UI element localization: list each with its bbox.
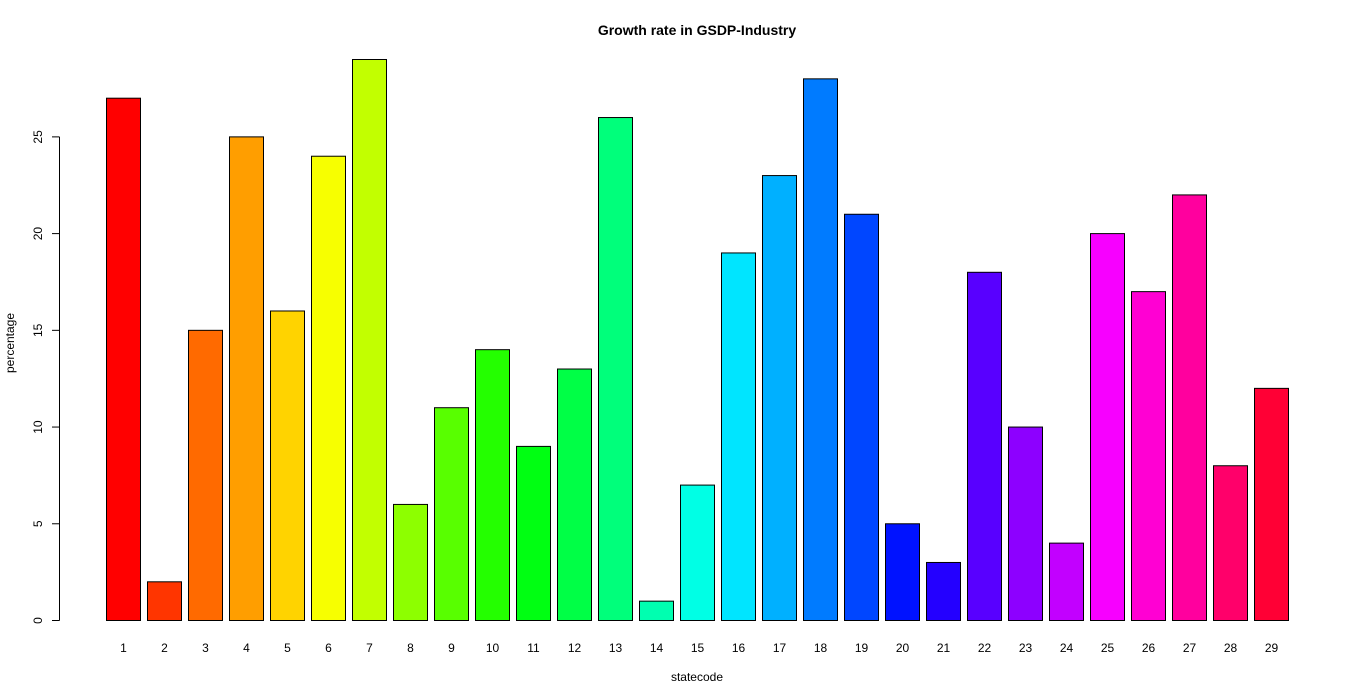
x-tick-label: 5 <box>284 641 291 655</box>
bar-statecode-14 <box>639 600 674 621</box>
bar-statecode-7 <box>352 59 387 621</box>
y-tick-label: 25 <box>31 130 45 144</box>
bar-statecode-8 <box>393 503 428 621</box>
y-tick-label: 0 <box>31 617 45 624</box>
x-tick-label: 28 <box>1224 641 1238 655</box>
y-tick-label: 15 <box>31 323 45 337</box>
x-tick-label: 23 <box>1019 641 1033 655</box>
bar-statecode-3 <box>188 329 223 621</box>
bar-statecode-16 <box>721 252 756 621</box>
bar-statecode-29 <box>1254 387 1289 621</box>
y-tick-label: 5 <box>31 520 45 527</box>
bar-statecode-27 <box>1172 194 1207 621</box>
bar-statecode-26 <box>1131 291 1166 621</box>
x-tick-label: 10 <box>486 641 500 655</box>
bar-statecode-13 <box>598 117 633 621</box>
x-tick-label: 12 <box>568 641 582 655</box>
bar-statecode-12 <box>557 368 592 621</box>
x-tick-label: 18 <box>814 641 828 655</box>
x-tick-label: 1 <box>120 641 127 655</box>
x-tick-label: 9 <box>448 641 455 655</box>
x-tick-label: 11 <box>527 641 540 655</box>
x-tick-label: 8 <box>407 641 414 655</box>
y-tick-label: 10 <box>31 420 45 434</box>
bar-statecode-28 <box>1213 465 1248 622</box>
x-tick-label: 20 <box>896 641 910 655</box>
bars-group <box>106 59 1289 622</box>
y-tick-label: 20 <box>31 227 45 241</box>
x-tick-label: 3 <box>202 641 209 655</box>
bar-statecode-2 <box>147 581 182 622</box>
x-tick-label: 6 <box>325 641 332 655</box>
bar-statecode-6 <box>311 155 346 621</box>
bar-statecode-1 <box>106 97 141 622</box>
chart-title: Growth rate in GSDP-Industry <box>598 22 797 38</box>
bar-statecode-15 <box>680 484 715 621</box>
x-tick-label: 22 <box>978 641 992 655</box>
bar-statecode-24 <box>1049 542 1084 621</box>
bar-statecode-4 <box>229 136 264 621</box>
bar-statecode-20 <box>885 523 920 622</box>
x-tick-label: 7 <box>366 641 373 655</box>
x-tick-label: 14 <box>650 641 664 655</box>
bar-statecode-23 <box>1008 426 1043 621</box>
y-axis-label: percentage <box>3 313 17 373</box>
x-tick-label: 24 <box>1060 641 1074 655</box>
x-tick-label: 15 <box>691 641 705 655</box>
x-tick-label: 16 <box>732 641 746 655</box>
bar-statecode-17 <box>762 175 797 621</box>
x-tick-label: 19 <box>855 641 869 655</box>
bar-statecode-11 <box>516 445 551 621</box>
bar-statecode-5 <box>270 310 305 621</box>
bar-statecode-19 <box>844 213 879 622</box>
bar-statecode-18 <box>803 78 838 621</box>
bar-statecode-10 <box>475 349 510 621</box>
x-tick-labels: 1 2 3 4 5 6 7 8 9 10 11 12 13 14 15 16 17 18 19 20 21 22 23 24 2… <box>120 641 1278 655</box>
bar-statecode-22 <box>967 271 1002 621</box>
y-axis: 0 5 10 15 20 25 <box>31 130 60 624</box>
x-tick-label: 27 <box>1183 641 1197 655</box>
x-tick-label: 2 <box>161 641 168 655</box>
bar-statecode-9 <box>434 407 469 622</box>
x-tick-label: 29 <box>1265 641 1279 655</box>
x-axis-label: statecode <box>671 670 723 684</box>
x-tick-label: 26 <box>1142 641 1156 655</box>
x-tick-label: 25 <box>1101 641 1115 655</box>
x-tick-label: 21 <box>937 641 951 655</box>
x-tick-label: 17 <box>773 641 787 655</box>
bar-statecode-21 <box>926 561 961 621</box>
x-tick-label: 4 <box>243 641 250 655</box>
bar-statecode-25 <box>1090 233 1125 621</box>
x-tick-label: 13 <box>609 641 623 655</box>
